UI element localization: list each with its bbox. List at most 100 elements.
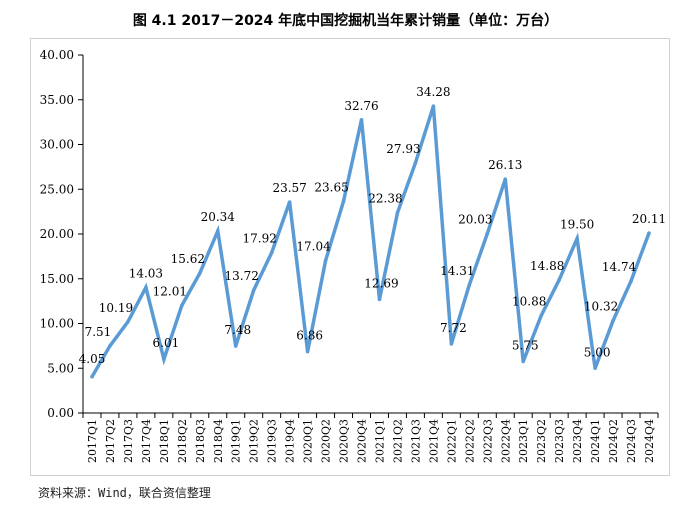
x-tick-label: 2024Q1 <box>589 419 602 463</box>
data-point <box>144 285 148 290</box>
data-label: 6.01 <box>153 336 180 350</box>
x-tick-label: 2019Q1 <box>230 419 243 463</box>
data-label: 10.19 <box>99 301 133 315</box>
data-point <box>413 161 418 165</box>
data-point <box>431 104 436 108</box>
data-label: 5.00 <box>584 345 611 359</box>
data-label: 20.11 <box>632 212 666 226</box>
y-tick-label: 30.00 <box>40 138 74 152</box>
data-label: 10.88 <box>512 295 546 309</box>
data-point <box>503 177 508 181</box>
y-tick-label: 5.00 <box>47 361 74 375</box>
x-tick-label: 2024Q4 <box>643 419 656 463</box>
data-label: 14.74 <box>602 260 637 274</box>
x-tick-label: 2017Q3 <box>122 419 135 463</box>
data-point <box>539 313 544 318</box>
x-tick-label: 2022Q1 <box>445 419 458 463</box>
y-tick-label: 20.00 <box>40 227 74 241</box>
x-tick-label: 2021Q2 <box>391 419 404 463</box>
data-label: 5.75 <box>512 339 539 353</box>
data-point <box>557 278 561 282</box>
x-tick-label: 2018Q3 <box>194 419 207 463</box>
series-line <box>90 105 651 378</box>
data-point <box>485 231 490 236</box>
x-tick-label: 2023Q1 <box>517 419 530 463</box>
data-point <box>251 288 256 293</box>
data-point <box>611 318 615 323</box>
chart-title: 图 4.1 2017－2024 年底中国挖掘机当年累计销量（单位：万台） <box>132 13 559 29</box>
y-tick-label: 35.00 <box>40 93 74 107</box>
x-tick-label: 2024Q3 <box>625 419 638 463</box>
x-tick-label: 2022Q2 <box>463 419 476 463</box>
x-tick-label: 2018Q1 <box>158 419 171 463</box>
data-label: 17.92 <box>242 232 276 246</box>
data-point <box>359 117 364 122</box>
data-point <box>269 250 274 255</box>
x-tick-label: 2018Q2 <box>176 419 189 463</box>
chart-frame <box>30 38 670 476</box>
data-label: 13.72 <box>225 269 259 283</box>
source-note: 资料来源：Wind，联合资信整理 <box>38 486 211 500</box>
data-point <box>215 229 220 233</box>
x-tick-label: 2020Q1 <box>302 419 315 463</box>
data-label: 34.28 <box>416 85 450 99</box>
data-label: 10.32 <box>584 300 618 314</box>
data-label: 22.38 <box>368 192 402 206</box>
data-label: 14.88 <box>530 259 564 273</box>
x-tick-label: 2021Q1 <box>373 419 386 463</box>
data-label: 12.69 <box>364 276 398 290</box>
data-point <box>197 271 202 276</box>
data-point <box>449 342 454 346</box>
x-tick-label: 2020Q2 <box>320 419 333 463</box>
data-label: 23.65 <box>314 180 348 194</box>
x-tick-label: 2022Q3 <box>481 419 494 463</box>
x-tick-label: 2017Q2 <box>104 419 117 463</box>
data-label: 15.62 <box>171 252 205 266</box>
x-tick-label: 2019Q2 <box>248 419 261 463</box>
data-point <box>593 366 597 371</box>
x-tick-label: 2023Q4 <box>571 419 584 463</box>
data-label: 4.05 <box>79 352 106 366</box>
data-label: 32.76 <box>344 99 378 113</box>
data-label: 14.31 <box>440 264 474 278</box>
y-tick-label: 25.00 <box>40 182 74 196</box>
data-label: 20.34 <box>201 210 236 224</box>
x-tick-label: 2024Q2 <box>607 419 620 463</box>
data-point <box>575 236 579 241</box>
data-label: 12.01 <box>153 285 187 299</box>
data-point <box>647 231 651 235</box>
data-point <box>323 258 328 263</box>
x-tick-label: 2017Q4 <box>140 419 153 463</box>
data-point <box>108 343 112 348</box>
x-tick-label: 2023Q2 <box>535 419 548 463</box>
data-label: 27.93 <box>386 142 420 156</box>
data-label: 26.13 <box>488 158 522 172</box>
data-point <box>305 349 310 354</box>
x-tick-label: 2018Q4 <box>212 419 225 463</box>
x-tick-label: 2023Q3 <box>553 419 566 463</box>
x-tick-label: 2020Q4 <box>356 419 369 463</box>
data-point <box>90 374 94 379</box>
y-tick-label: 15.00 <box>40 272 74 286</box>
data-point <box>467 283 472 287</box>
data-point <box>126 319 130 324</box>
data-point <box>180 303 184 308</box>
data-point <box>162 357 166 362</box>
y-tick-label: 0.00 <box>47 406 74 420</box>
data-label: 17.04 <box>296 239 331 253</box>
x-tick-label: 2019Q3 <box>266 419 279 463</box>
data-label: 14.03 <box>129 266 163 280</box>
data-label: 7.51 <box>85 325 112 339</box>
x-tick-label: 2022Q4 <box>499 419 512 463</box>
y-tick-label: 10.00 <box>40 317 74 331</box>
data-point <box>287 200 292 204</box>
data-point <box>341 199 346 204</box>
data-label: 6.86 <box>296 329 323 343</box>
x-tick-label: 2017Q1 <box>86 419 99 463</box>
data-point <box>233 344 238 348</box>
x-tick-label: 2020Q3 <box>338 419 351 463</box>
data-point <box>629 279 633 283</box>
data-label: 19.50 <box>560 217 594 231</box>
y-tick-label: 40.00 <box>40 48 74 62</box>
